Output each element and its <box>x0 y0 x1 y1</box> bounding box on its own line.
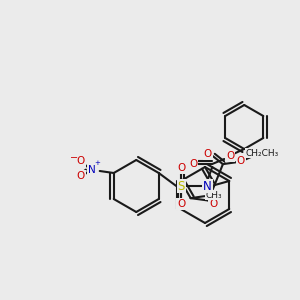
Text: O: O <box>177 199 185 209</box>
Text: N: N <box>88 165 96 175</box>
Text: O: O <box>76 171 85 181</box>
Text: O: O <box>226 151 234 161</box>
Text: −: − <box>70 153 78 163</box>
Text: CH₂CH₃: CH₂CH₃ <box>245 148 278 158</box>
Text: O: O <box>237 156 245 166</box>
Text: CH₃: CH₃ <box>205 190 222 200</box>
Text: O: O <box>189 159 197 169</box>
Text: O: O <box>76 156 85 166</box>
Text: O: O <box>204 149 212 159</box>
Text: N: N <box>203 179 212 193</box>
Text: O: O <box>209 199 217 208</box>
Text: +: + <box>94 160 100 166</box>
Text: O: O <box>177 163 185 173</box>
Text: S: S <box>178 179 185 193</box>
